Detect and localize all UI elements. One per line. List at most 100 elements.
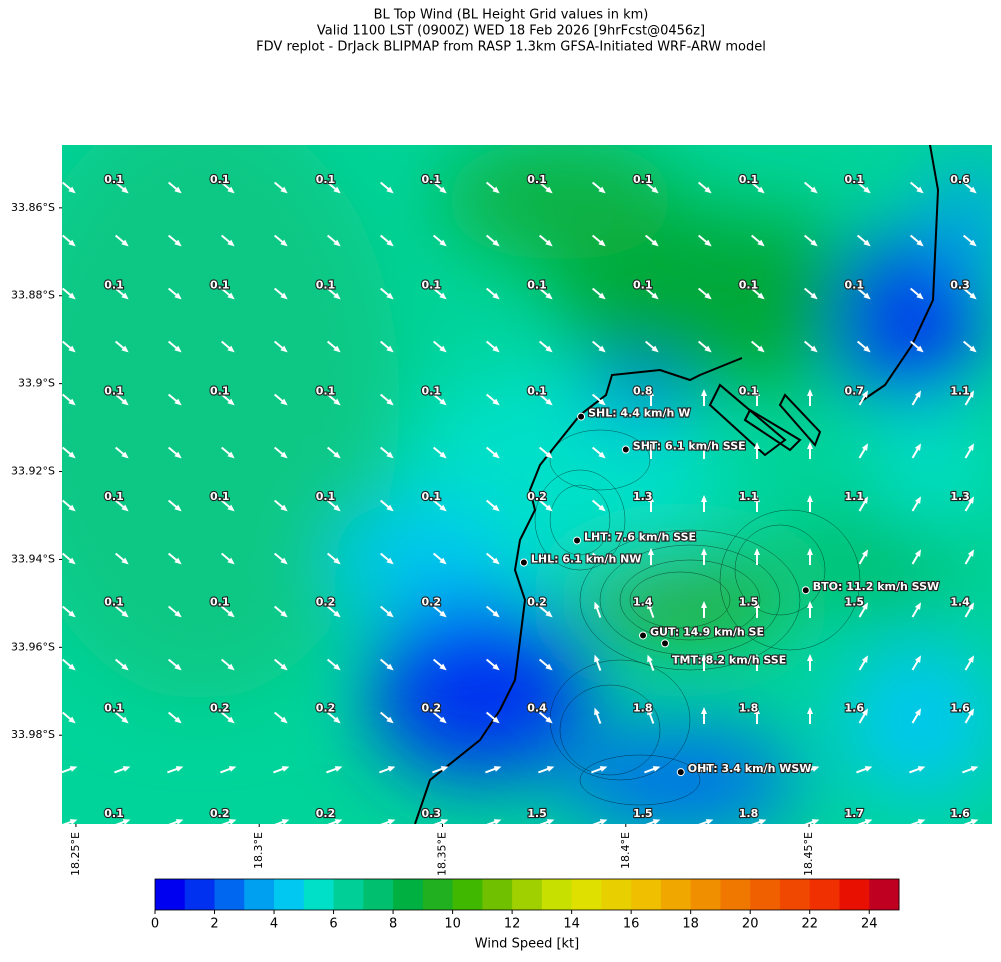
wind-arrow-head (386, 557, 394, 565)
lon-tick-label: 18.35°E (436, 832, 449, 876)
wind-arrow-head (439, 292, 447, 300)
wind-arrow-head (227, 716, 235, 724)
grid-value: 1.6 (845, 701, 865, 714)
wind-arrow-head (758, 819, 767, 824)
wind-arrow-head (121, 451, 129, 459)
wind-arrow-head (861, 549, 868, 557)
grid-value: 1.8 (633, 701, 653, 714)
wind-arrow-head (227, 504, 235, 512)
grid-value: 1.4 (950, 596, 970, 609)
wind-arrow-head (599, 819, 608, 824)
wind-arrow-head (861, 708, 868, 716)
wind-arrow-head (333, 663, 341, 671)
grid-value: 1.5 (633, 807, 653, 820)
lat-tick-label: 33.96°S (11, 640, 55, 653)
colorbar-swatch (363, 879, 394, 910)
wind-arrow-head (651, 345, 659, 353)
wind-arrow-head (174, 186, 182, 194)
station-label: SHT: 6.1 km/h SSE (633, 440, 746, 453)
wind-field (62, 145, 992, 824)
wind-arrow-head (970, 766, 979, 772)
colorbar-swatch (660, 879, 692, 910)
wind-arrow-head (546, 766, 555, 772)
wind-arrow-head (281, 819, 290, 824)
wind-arrow-head (701, 495, 707, 502)
grid-value: 0.2 (316, 596, 336, 609)
colorbar-tick-label: 20 (742, 917, 759, 932)
colorbar-tick-label: 24 (861, 917, 878, 932)
grid-value: 0.1 (104, 279, 124, 292)
grid-value: 1.6 (950, 701, 970, 714)
wind-arrow-head (68, 716, 76, 724)
grid-value: 1.6 (950, 807, 970, 820)
wind-arrow-head (754, 654, 760, 661)
wind-arrow-head (754, 495, 760, 502)
wind-arrow-head (333, 292, 341, 300)
grid-value: 0.7 (845, 384, 865, 397)
wind-arrow-head (175, 766, 184, 772)
wind-arrow-head (545, 239, 553, 247)
wind-arrow-head (69, 766, 78, 772)
wind-arrow-head (439, 663, 447, 671)
wind-arrow-head (121, 345, 129, 353)
colorbar-swatch (244, 879, 275, 910)
wind-arrow-head (68, 292, 76, 300)
grid-value: 0.1 (104, 173, 124, 186)
wind-arrow-head (492, 610, 500, 618)
wind-arrow-head (648, 548, 654, 555)
wind-arrow-head (969, 345, 977, 353)
colorbar-swatch (631, 879, 662, 910)
wind-arrow-head (174, 239, 182, 247)
lon-tick-label: 18.3°E (252, 832, 265, 869)
wind-arrow-head (227, 663, 235, 671)
wind-arrow-head (967, 708, 974, 716)
grid-value: 0.1 (210, 384, 230, 397)
wind-arrow-head (280, 398, 288, 406)
wind-arrow-head (492, 239, 500, 247)
wind-arrow-head (546, 819, 555, 824)
colorbar-swatch (274, 879, 305, 910)
grid-value: 0.1 (633, 173, 653, 186)
wind-arrow-head (333, 345, 341, 353)
wind-arrow-head (598, 504, 606, 512)
wind-arrow-head (121, 186, 129, 194)
lon-tick-label: 18.4°E (619, 832, 632, 869)
wind-arrow-head (810, 345, 818, 353)
wind-arrow-head (439, 345, 447, 353)
wind-arrow-head (914, 708, 921, 716)
wind-arrow-head (545, 186, 553, 194)
wind-arrow-head (121, 610, 129, 618)
wind-arrow-head (68, 345, 76, 353)
wind-arrow-head (333, 610, 341, 618)
wind-arrow-head (68, 504, 76, 512)
wind-arrow-head (967, 549, 974, 557)
wind-arrow-head (811, 819, 820, 824)
wind-arrow-head (863, 239, 871, 247)
grid-value: 1.3 (950, 490, 970, 503)
wind-arrow-head (545, 610, 553, 618)
overlay: 0.1 0.1 0.1 0.1 0.1 0.1 0.1 0.1 0.6 0.1 0.1 0.1 0.1 0… (11, 172, 971, 932)
grid-value: 0.1 (845, 279, 865, 292)
wind-arrow-head (705, 819, 714, 824)
wind-arrow-head (492, 504, 500, 512)
colorbar-swatch (482, 879, 513, 910)
wind-arrow-head (757, 186, 765, 194)
grid-value: 0.1 (210, 596, 230, 609)
grid-value: 1.1 (845, 490, 865, 503)
station-marker (577, 412, 586, 421)
wind-arrow-head (68, 663, 76, 671)
grid-value: 0.2 (527, 596, 547, 609)
grid-value: 1.7 (845, 807, 865, 820)
wind-arrow-head (917, 766, 926, 772)
grid-value: 0.1 (316, 384, 336, 397)
wind-arrow-head (754, 389, 760, 396)
wind-arrow-head (68, 557, 76, 565)
station-marker (573, 536, 582, 545)
wind-arrow-head (810, 186, 818, 194)
grid-value: 0.1 (104, 384, 124, 397)
wind-arrow-head (647, 707, 653, 716)
wind-arrow-head (493, 766, 502, 772)
wind-arrow-head (386, 451, 394, 459)
lat-tick-label: 33.92°S (11, 465, 55, 478)
colorbar-label: Wind Speed [kt] (475, 937, 579, 952)
